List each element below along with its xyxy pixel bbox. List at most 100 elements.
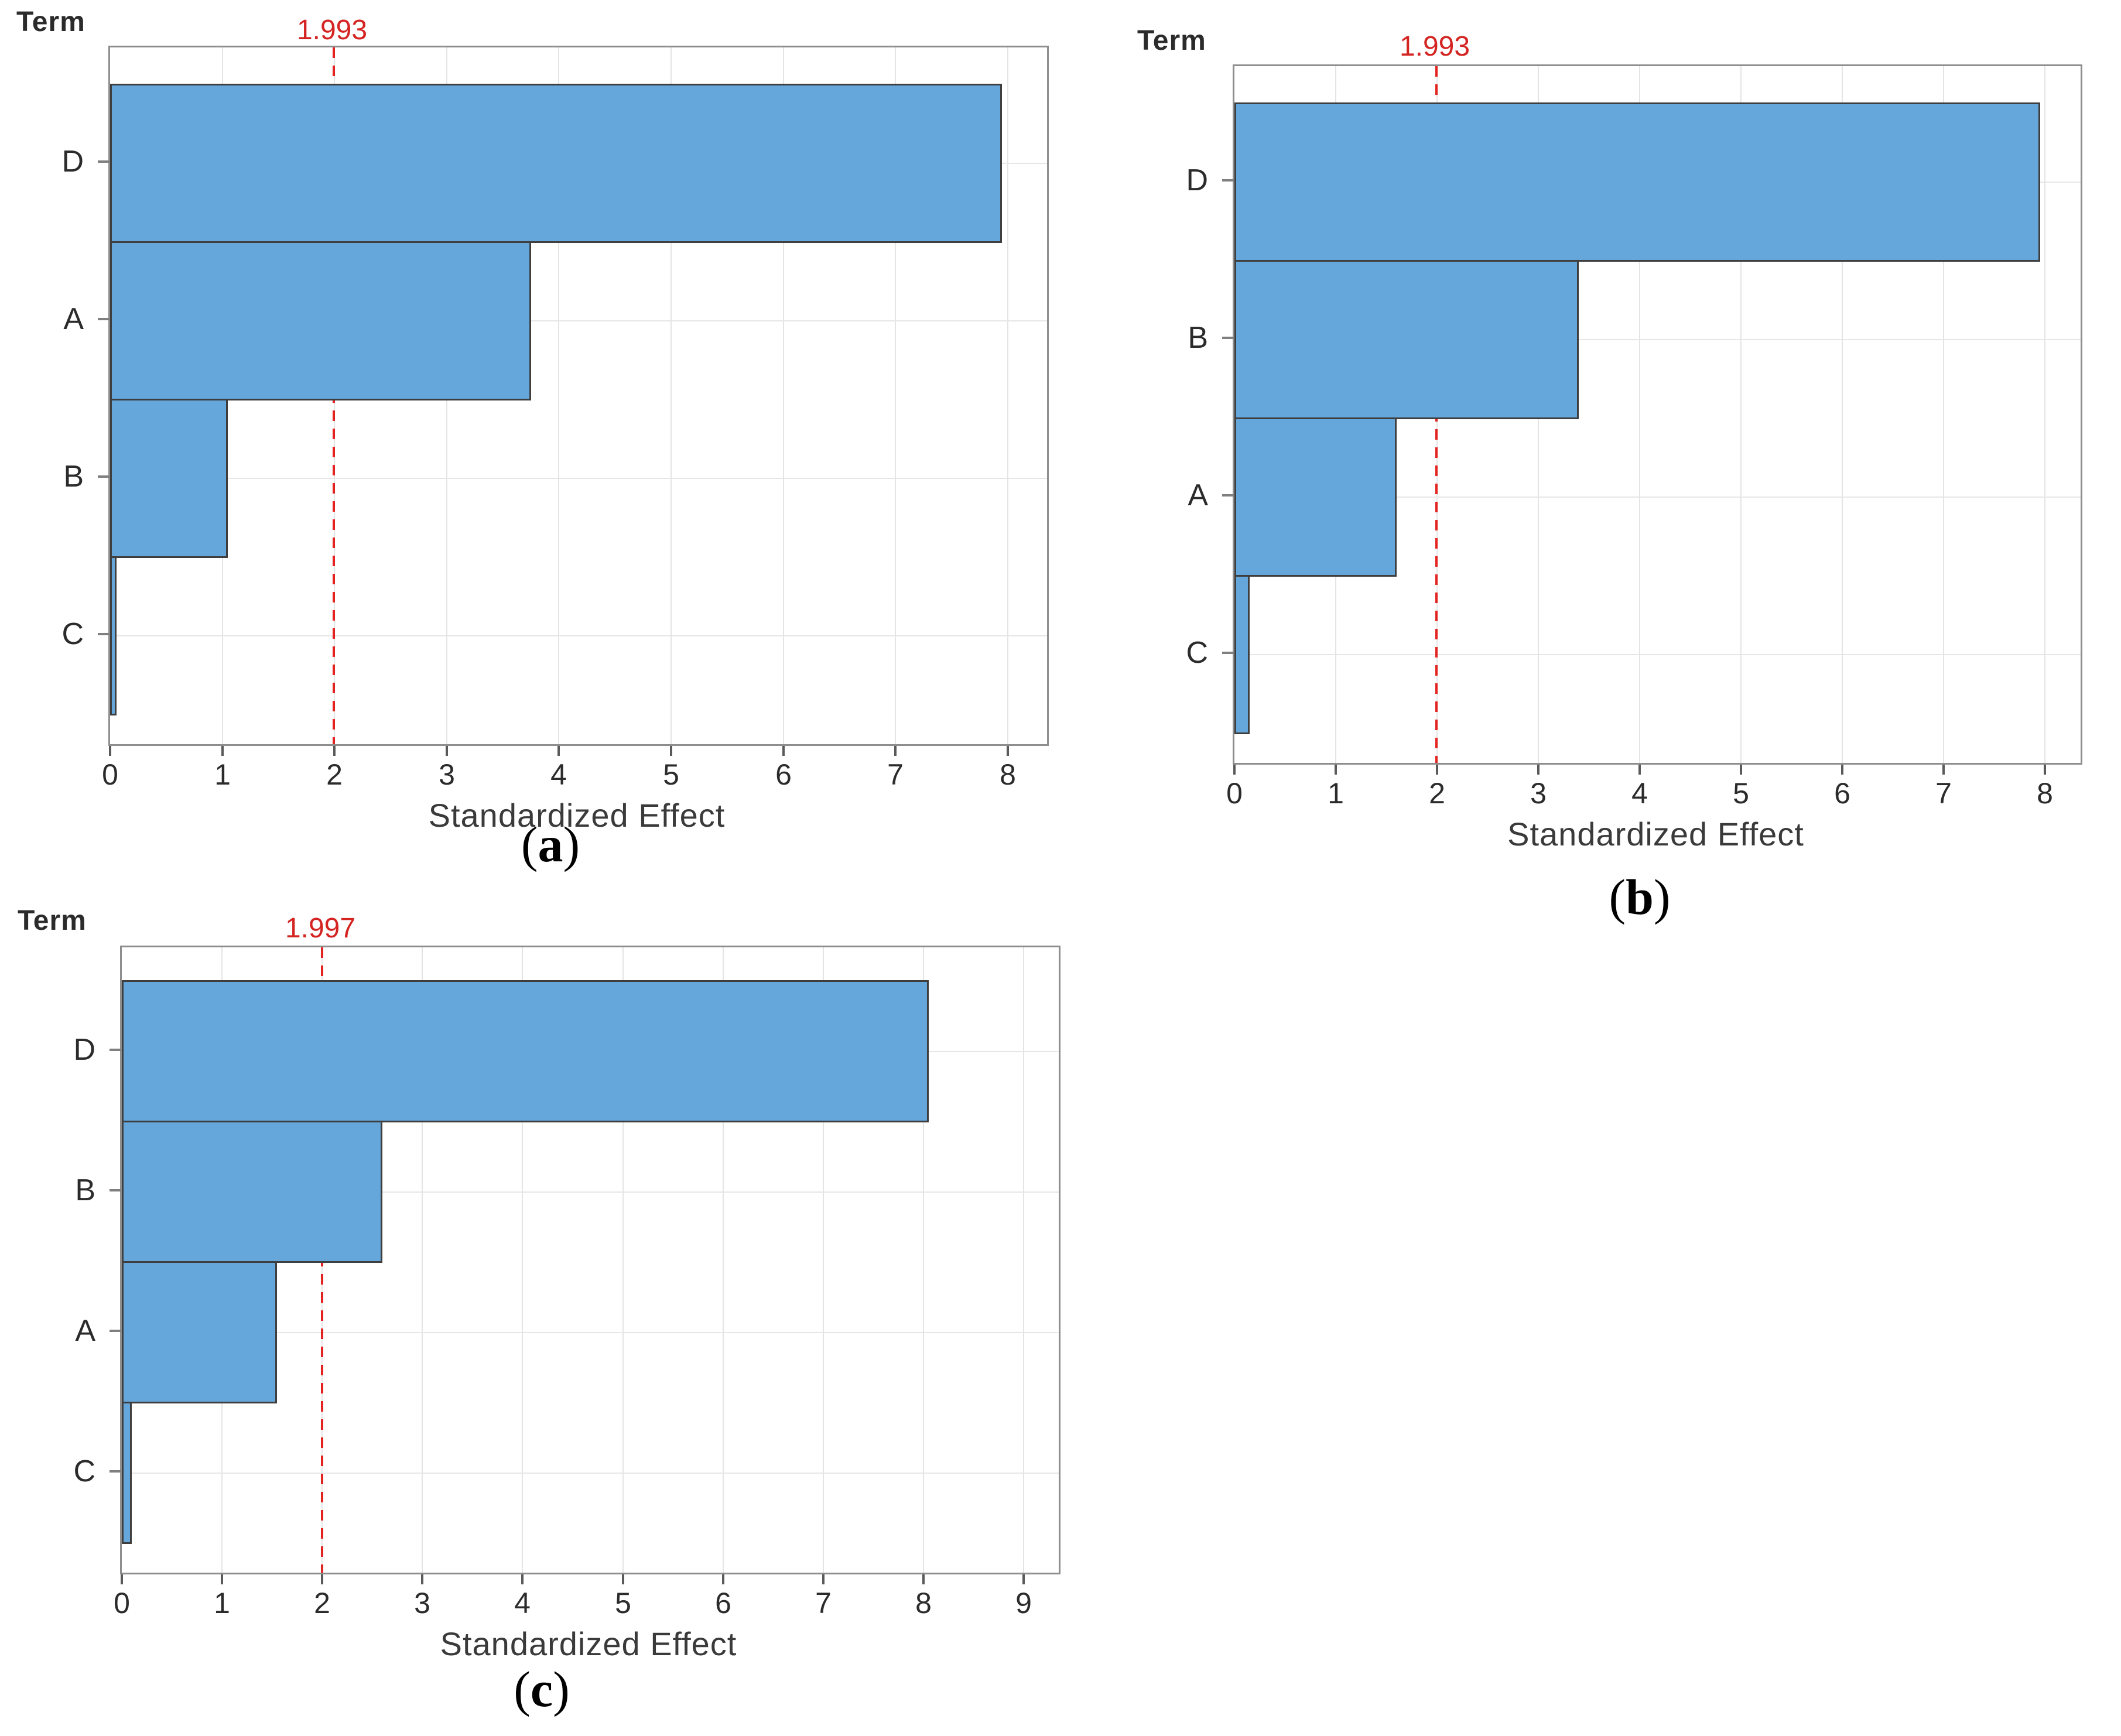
x-tick-mark-2 (321, 1574, 323, 1584)
gridline-x-5 (1740, 66, 1742, 763)
pareto-chart-c: Term Standardized Effect (c) 0 1 2 3 4 5 6 7 8 9 D… (18, 905, 1066, 1736)
gridline-x-4 (522, 947, 523, 1573)
x-tick-label-6: 6 (1834, 777, 1850, 810)
gridline-x-6 (723, 947, 724, 1573)
plot-area-b (1233, 64, 2082, 765)
gridline-x-5 (622, 947, 624, 1573)
caption-paren-close: ) (563, 816, 580, 872)
gridline-x-3 (422, 947, 423, 1573)
x-axis-title: Standardized Effect (440, 1625, 737, 1662)
term-axis-label: Term (18, 905, 87, 936)
gridline-x-7 (823, 947, 824, 1573)
caption-paren-open: ( (521, 816, 538, 872)
x-tick-label-0: 0 (114, 1587, 130, 1619)
x-tick-label-1: 1 (214, 758, 231, 791)
x-tick-label-6: 6 (775, 758, 792, 791)
bar-A (1234, 417, 1397, 577)
category-tick-mark-A (110, 1330, 121, 1332)
category-tick-mark-C (98, 633, 110, 635)
x-tick-mark-4 (521, 1574, 524, 1584)
x-tick-mark-1 (1335, 765, 1337, 775)
x-tick-label-4: 4 (550, 758, 567, 791)
x-tick-mark-7 (894, 746, 897, 756)
x-tick-label-3: 3 (1530, 777, 1547, 810)
term-axis-label: Term (1137, 25, 1206, 56)
gridline-y-A (1234, 497, 2081, 498)
gridline-x-6 (783, 47, 784, 744)
caption-paren-open: ( (514, 1661, 531, 1717)
category-label-B: B (75, 1173, 95, 1207)
gridline-x-9 (1023, 947, 1024, 1573)
bar-A (110, 241, 531, 400)
x-tick-mark-6 (1841, 765, 1843, 775)
x-tick-mark-4 (557, 746, 560, 756)
x-tick-mark-8 (922, 1574, 925, 1584)
plot-area-a (108, 46, 1049, 746)
x-tick-label-0: 0 (1226, 777, 1243, 810)
bar-D (122, 980, 929, 1122)
x-tick-mark-8 (2044, 765, 2046, 775)
category-label-D: D (61, 145, 84, 179)
x-tick-label-5: 5 (615, 1587, 631, 1619)
category-tick-mark-B (110, 1189, 121, 1191)
category-tick-mark-C (110, 1470, 121, 1473)
bar-C (110, 556, 117, 715)
x-tick-mark-8 (1007, 746, 1009, 756)
caption-letter: a (538, 816, 563, 872)
category-label-D: D (73, 1033, 95, 1067)
gridline-y-C (110, 635, 1047, 636)
gridline-x-4 (1639, 66, 1640, 763)
x-tick-label-0: 0 (102, 758, 118, 791)
caption-letter: b (1626, 869, 1654, 925)
gridline-x-6 (1842, 66, 1843, 763)
gridline-y-B (122, 1191, 1059, 1193)
subfigure-caption-b: (b) (1523, 868, 1757, 926)
reference-line-label: 1.993 (1399, 31, 1470, 62)
gridline-y-B (110, 478, 1047, 479)
gridline-y-C (1234, 654, 2081, 655)
x-tick-label-9: 9 (1015, 1587, 1032, 1619)
x-tick-label-2: 2 (314, 1587, 330, 1619)
x-tick-mark-3 (1537, 765, 1540, 775)
x-tick-label-5: 5 (1733, 777, 1749, 810)
x-tick-label-4: 4 (1631, 777, 1648, 810)
category-label-C: C (1186, 636, 1208, 670)
x-tick-mark-9 (1022, 1574, 1025, 1584)
category-tick-mark-B (98, 475, 110, 478)
x-tick-mark-7 (822, 1574, 825, 1584)
x-tick-label-5: 5 (663, 758, 679, 791)
x-tick-label-3: 3 (414, 1587, 430, 1619)
x-tick-label-7: 7 (887, 758, 904, 791)
caption-paren-open: ( (1609, 869, 1626, 925)
category-label-C: C (61, 617, 84, 651)
bar-B (1234, 260, 1579, 419)
x-tick-label-8: 8 (2037, 777, 2053, 810)
x-tick-mark-6 (722, 1574, 724, 1584)
caption-paren-close: ) (553, 1661, 570, 1717)
caption-paren-close: ) (1653, 869, 1671, 925)
bar-B (122, 1121, 382, 1263)
x-tick-label-8: 8 (1000, 758, 1016, 791)
bar-A (122, 1261, 277, 1403)
x-tick-mark-2 (333, 746, 336, 756)
category-tick-mark-C (1222, 652, 1234, 654)
bar-C (1234, 575, 1250, 734)
x-tick-mark-0 (109, 746, 111, 756)
x-tick-label-7: 7 (1935, 777, 1952, 810)
x-tick-mark-5 (1740, 765, 1742, 775)
x-tick-mark-7 (1942, 765, 1945, 775)
gridline-x-7 (1943, 66, 1944, 763)
x-tick-mark-2 (1436, 765, 1438, 775)
gridline-y-A (122, 1332, 1059, 1333)
x-tick-mark-1 (221, 746, 224, 756)
x-tick-mark-3 (446, 746, 448, 756)
gridline-x-8 (1007, 47, 1008, 744)
x-tick-mark-5 (622, 1574, 624, 1584)
gridline-x-7 (895, 47, 896, 744)
x-tick-mark-0 (1233, 765, 1236, 775)
x-tick-mark-4 (1638, 765, 1641, 775)
pareto-chart-a: Term Standardized Effect (a) 0 1 2 3 4 5 6 7 8 D A… (16, 6, 1065, 896)
term-axis-label: Term (16, 6, 85, 37)
bar-B (110, 399, 228, 558)
